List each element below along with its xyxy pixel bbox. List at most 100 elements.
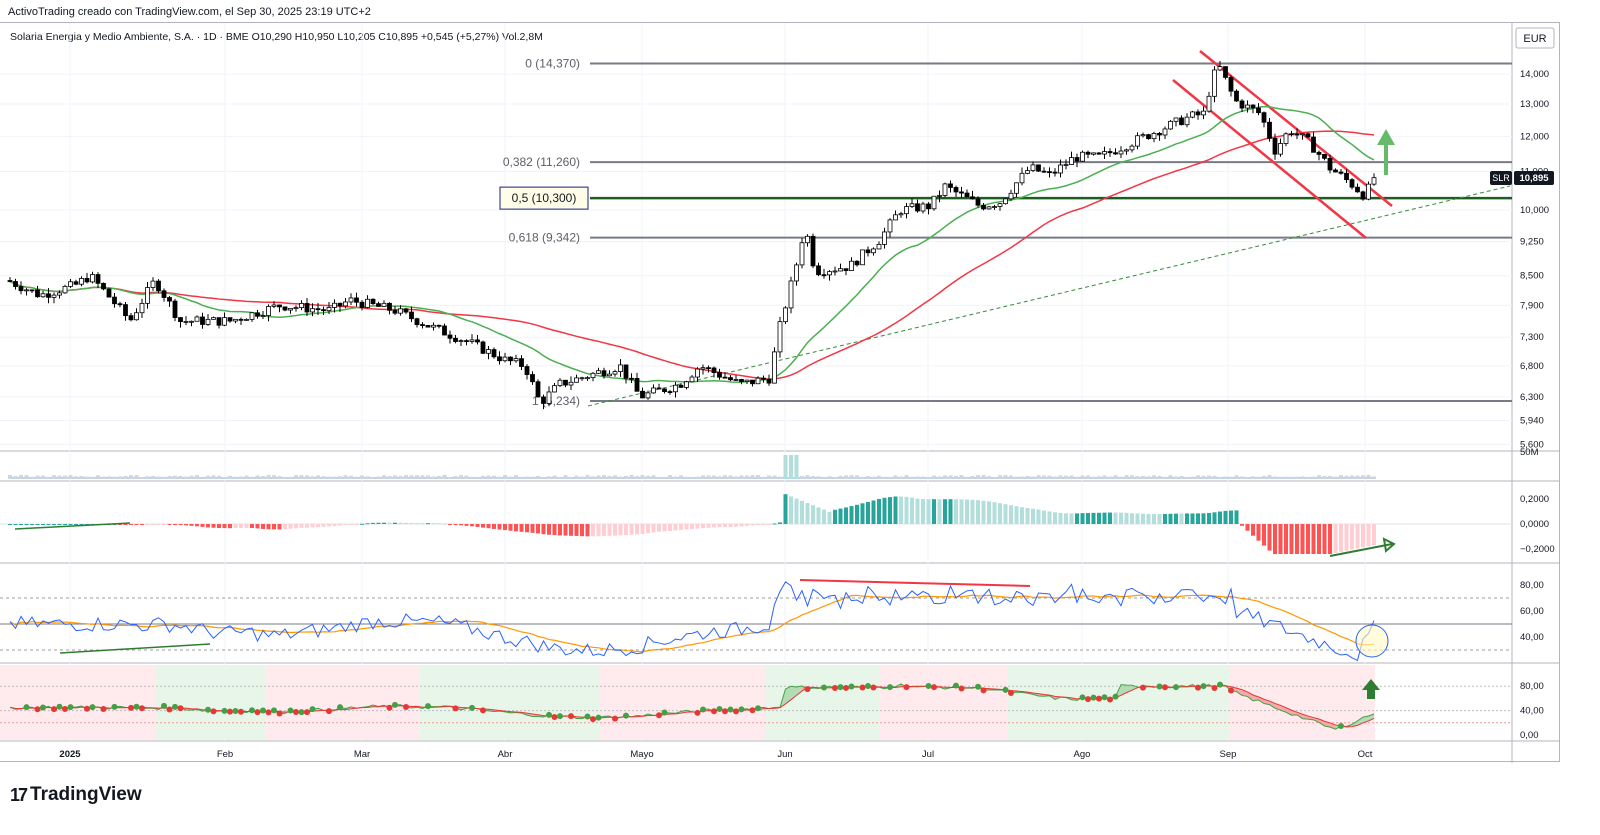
volume-bar [519,476,524,479]
volume-bar [767,475,771,479]
chart-frame[interactable]: Solaria Energia y Medio Ambiente, S.A. ·… [0,22,1560,763]
candle-down [35,289,40,298]
candle-down [1107,151,1113,154]
candle-down [1223,66,1228,78]
annotations[interactable]: SLR 10,895 [1490,171,1554,185]
macd-hist-bar [277,524,282,530]
fib-level-label: 0,618 (9,342) [509,231,580,245]
candle-up [777,321,783,353]
macd-hist-bar [13,524,18,525]
volume-bar [607,475,612,479]
volume-bar [1047,475,1052,479]
candle-down [1322,154,1327,159]
macd-hist-bar [1108,512,1112,524]
macd-hist-bar [651,524,656,533]
candle-up [1173,117,1179,122]
macd-hist-bar [492,524,496,529]
macd-hist-bar [30,524,34,525]
candle-up [1058,164,1063,174]
chart-svg[interactable]: Solaria Energia y Medio Ambiente, S.A. ·… [0,23,1560,763]
oscillator-fill [1291,710,1297,716]
macd-hist-bar [1119,512,1123,524]
candle-down [282,306,288,311]
candle-up [1151,132,1157,140]
volume-bar [602,475,606,479]
candle-up [134,312,139,321]
volume-bar [657,476,661,479]
volume-bar [1350,475,1354,479]
tradingview-logo[interactable]: 17 TradingView [10,784,142,806]
macd-hist-bar [728,524,733,527]
macd-hist-bar [63,524,67,525]
candlesticks[interactable] [7,60,1377,410]
volume-bar [893,475,898,479]
volume-bar [1119,476,1123,479]
macd-hist-bar [1113,512,1118,524]
macd-hist-bar [431,523,436,525]
macd-hist-bar [393,522,397,524]
macd-hist-bar [640,524,645,534]
oscillator-cross-dot [403,704,409,711]
candle-up [849,260,854,271]
macd-hist-bar [52,524,56,525]
volume-bar [305,475,309,479]
candle-up [1019,172,1025,184]
volume-bar [1031,476,1035,479]
trend-lines[interactable] [587,50,1511,407]
candle-down [926,203,931,210]
volume-bar [1163,476,1167,479]
macd-hist-bar [816,507,821,524]
macd-hist-bar [624,524,628,536]
volume-bar [695,476,700,479]
oscillator-cross-dot [821,684,827,691]
oscillator-cross-dot [980,687,987,694]
volume-bar [849,475,854,479]
macd-hist-bar [294,524,298,529]
volume-bar [1108,476,1112,479]
macd-hist-bar [1031,508,1035,524]
rsi-support-line [59,643,211,654]
candle-down [766,378,772,384]
candle-up [689,376,695,383]
volume-bar [569,476,573,479]
candle-up [772,351,777,384]
candle-down [1146,134,1151,140]
candle-down [414,318,420,325]
oscillator-cross-dot [227,708,233,715]
volume-bar [151,475,155,479]
macd-hist-bar [750,524,755,526]
volume-bar [816,476,821,479]
candle-down [1355,186,1360,193]
oscillator-cross-dot [837,684,844,691]
oscillator-cross-dot [260,707,266,714]
candle-down [277,304,282,308]
volume-bar [288,476,293,479]
oscillator-cross-dot [1085,696,1091,703]
macd-hist-bar [558,524,562,536]
volume-bar [1036,475,1041,479]
oscillator-cross-dot [1101,694,1108,701]
rsi-axis-label: 60,00 [1520,606,1544,617]
macd-hist-bar [1289,524,1294,554]
oscillator-cross-dot [452,705,459,712]
macd-pane [0,494,1512,557]
volume-bar [90,476,95,479]
oscillator-fill [1236,688,1242,696]
candle-down [1294,133,1300,136]
macd-hist-bar [585,524,590,537]
candle-down [711,367,717,373]
fib-retracement[interactable]: 0 (14,370) 0,382 (11,260) 0,5 (10,300) 0,61… [499,57,1512,408]
volume-bar [756,475,760,479]
fib-key-box [499,186,589,210]
candle-down [200,316,205,325]
volume-bar [1201,475,1206,479]
candle-up [568,381,574,386]
candle-up [860,249,865,266]
currency-button[interactable] [1515,27,1555,49]
candle-up [695,368,700,378]
oscillator-axis-label: 80,00 [1520,681,1544,692]
volume-bar [74,476,78,479]
macd-hist-bar [761,524,766,525]
volume-bar [750,475,755,479]
macd-hist-bar [734,524,738,527]
